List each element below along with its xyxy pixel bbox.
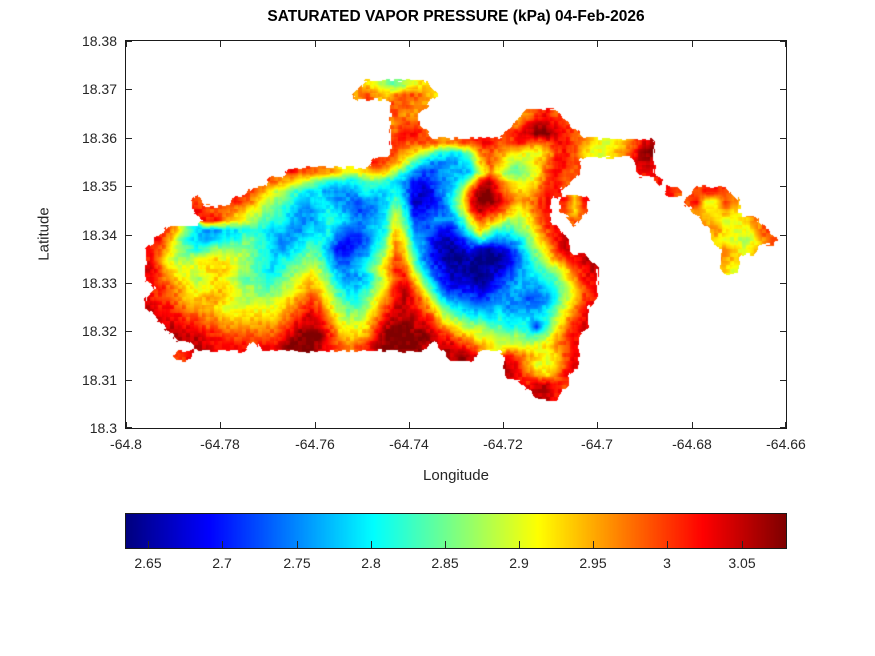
x-tick-mark (126, 422, 127, 428)
x-tick-mark (597, 41, 598, 47)
colorbar-canvas (126, 514, 786, 548)
x-tick-label: -64.76 (295, 436, 335, 452)
y-tick-label: 18.35 (81, 178, 117, 194)
x-tick-mark (315, 422, 316, 428)
y-tick-label: 18.36 (81, 130, 117, 146)
x-tick-label: -64.72 (483, 436, 523, 452)
y-tick-mark (126, 427, 132, 428)
y-tick-mark (780, 331, 786, 332)
colorbar-tick-label: 2.65 (134, 555, 162, 571)
x-tick-label: -64.8 (110, 436, 142, 452)
y-tick-label: 18.38 (81, 33, 117, 49)
y-tick-label: 18.31 (81, 372, 117, 388)
y-tick-mark (126, 331, 132, 332)
y-tick-mark (126, 235, 132, 236)
colorbar-tick-mark (667, 541, 668, 548)
colorbar-tick-mark (742, 541, 743, 548)
y-tick-mark (126, 186, 132, 187)
y-tick-mark (780, 380, 786, 381)
heatmap-canvas (126, 41, 786, 428)
y-tick-mark (780, 41, 786, 42)
x-tick-label: -64.78 (200, 436, 240, 452)
x-tick-label: -64.68 (672, 436, 712, 452)
x-tick-label: -64.74 (389, 436, 429, 452)
colorbar-tick-mark (222, 541, 223, 548)
x-tick-label: -64.66 (766, 436, 806, 452)
y-tick-label: 18.33 (81, 275, 117, 291)
x-tick-mark (503, 41, 504, 47)
colorbar-tick-label: 2.75 (283, 555, 311, 571)
y-tick-mark (126, 138, 132, 139)
colorbar-tick-label: 2.7 (212, 555, 232, 571)
x-tick-mark (220, 422, 221, 428)
x-tick-mark (692, 41, 693, 47)
colorbar-tick-mark (371, 541, 372, 548)
colorbar-tick-mark (593, 541, 594, 548)
colorbar-tick-label: 2.95 (579, 555, 607, 571)
x-axis-label: Longitude (423, 467, 489, 484)
chart-title: SATURATED VAPOR PRESSURE (kPa) 04-Feb-20… (267, 8, 645, 25)
y-tick-mark (780, 427, 786, 428)
colorbar (125, 513, 787, 549)
x-tick-mark (126, 41, 127, 47)
colorbar-tick-mark (519, 541, 520, 548)
y-tick-mark (780, 283, 786, 284)
colorbar-tick-mark (445, 541, 446, 548)
x-tick-mark (409, 41, 410, 47)
colorbar-tick-mark (148, 541, 149, 548)
y-tick-label: 18.34 (81, 227, 117, 243)
colorbar-tick-label: 2.85 (431, 555, 459, 571)
y-tick-mark (126, 380, 132, 381)
colorbar-tick-mark (297, 541, 298, 548)
y-tick-label: 18.3 (89, 420, 117, 436)
y-tick-label: 18.32 (81, 323, 117, 339)
x-tick-mark (785, 422, 786, 428)
colorbar-tick-label: 3.05 (728, 555, 756, 571)
y-tick-mark (780, 186, 786, 187)
x-tick-label: -64.7 (581, 436, 613, 452)
x-tick-mark (597, 422, 598, 428)
x-tick-mark (503, 422, 504, 428)
plot-area (125, 40, 787, 429)
y-tick-mark (126, 89, 132, 90)
colorbar-tick-label: 3 (663, 555, 671, 571)
x-tick-mark (785, 41, 786, 47)
y-tick-label: 18.37 (81, 81, 117, 97)
colorbar-tick-label: 2.8 (361, 555, 381, 571)
x-tick-mark (220, 41, 221, 47)
y-tick-mark (780, 138, 786, 139)
y-tick-mark (126, 41, 132, 42)
y-tick-mark (126, 283, 132, 284)
x-tick-mark (692, 422, 693, 428)
x-tick-mark (315, 41, 316, 47)
y-tick-mark (780, 235, 786, 236)
y-tick-mark (780, 89, 786, 90)
colorbar-tick-label: 2.9 (509, 555, 529, 571)
x-tick-mark (409, 422, 410, 428)
